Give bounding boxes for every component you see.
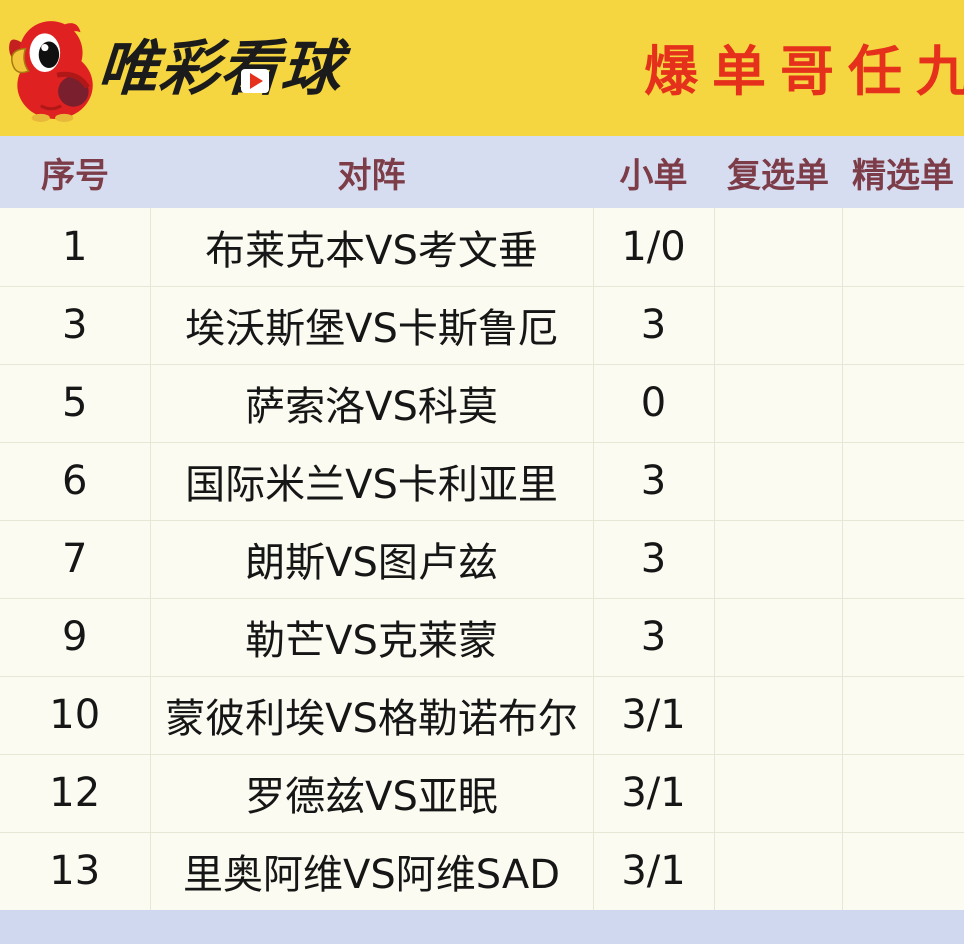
play-icon bbox=[241, 69, 269, 93]
match-cell: 埃沃斯堡VS卡斯鲁厄 bbox=[150, 286, 594, 365]
multi-pick-cell bbox=[714, 598, 843, 677]
table-row: 9 勒芒VS克莱蒙 3 bbox=[0, 598, 964, 677]
small-pick-cell: 3 bbox=[593, 442, 715, 521]
seq-cell: 12 bbox=[0, 754, 151, 833]
multi-pick-cell bbox=[714, 208, 843, 287]
multi-pick-cell bbox=[714, 520, 843, 599]
table-row: 3 埃沃斯堡VS卡斯鲁厄 3 bbox=[0, 286, 964, 365]
seq-cell: 7 bbox=[0, 520, 151, 599]
multi-pick-cell bbox=[714, 286, 843, 365]
parrot-mascot-icon bbox=[6, 16, 100, 122]
table-row: 13 里奥阿维VS阿维SAD 3/1 bbox=[0, 832, 964, 910]
small-pick-cell: 3/1 bbox=[593, 832, 715, 910]
multi-pick-cell bbox=[714, 754, 843, 833]
brand-logo-text: 唯彩看球 bbox=[95, 34, 345, 104]
seq-cell: 3 bbox=[0, 286, 151, 365]
match-cell: 勒芒VS克莱蒙 bbox=[150, 598, 594, 677]
match-cell: 罗德兹VS亚眠 bbox=[150, 754, 594, 833]
column-header-select: 精选单 bbox=[842, 136, 964, 208]
select-pick-cell bbox=[842, 832, 964, 910]
table-header-row: 序号 对阵 小单 复选单 精选单 bbox=[0, 136, 964, 208]
select-pick-cell bbox=[842, 364, 964, 443]
column-header-match: 对阵 bbox=[150, 136, 593, 208]
select-pick-cell bbox=[842, 286, 964, 365]
small-pick-cell: 3 bbox=[593, 598, 715, 677]
table-header: 序号 对阵 小单 复选单 精选单 bbox=[0, 136, 964, 208]
table-row: 5 萨索洛VS科莫 0 bbox=[0, 364, 964, 443]
multi-pick-cell bbox=[714, 832, 843, 910]
table-row: 1 布莱克本VS考文垂 1/0 bbox=[0, 208, 964, 287]
seq-cell: 5 bbox=[0, 364, 151, 443]
column-header-multi: 复选单 bbox=[714, 136, 842, 208]
multi-pick-cell bbox=[714, 364, 843, 443]
match-cell: 朗斯VS图卢兹 bbox=[150, 520, 594, 599]
match-cell: 国际米兰VS卡利亚里 bbox=[150, 442, 594, 521]
table-row: 7 朗斯VS图卢兹 3 bbox=[0, 520, 964, 599]
select-pick-cell bbox=[842, 754, 964, 833]
multi-pick-cell bbox=[714, 676, 843, 755]
column-header-small: 小单 bbox=[593, 136, 714, 208]
seq-cell: 9 bbox=[0, 598, 151, 677]
select-pick-cell bbox=[842, 676, 964, 755]
seq-cell: 10 bbox=[0, 676, 151, 755]
small-pick-cell: 3/1 bbox=[593, 754, 715, 833]
table-row: 10 蒙彼利埃VS格勒诺布尔 3/1 bbox=[0, 676, 964, 755]
select-pick-cell bbox=[842, 208, 964, 287]
picks-table: 序号 对阵 小单 复选单 精选单 1 布莱克本VS考文垂 1/0 3 埃沃斯堡VS卡斯鲁… bbox=[0, 136, 964, 910]
select-pick-cell bbox=[842, 520, 964, 599]
seq-cell: 1 bbox=[0, 208, 151, 287]
match-cell: 布莱克本VS考文垂 bbox=[150, 208, 594, 287]
app-header: 唯彩看球 爆单哥任九 bbox=[0, 0, 964, 136]
match-cell: 里奥阿维VS阿维SAD bbox=[150, 832, 594, 910]
match-cell: 蒙彼利埃VS格勒诺布尔 bbox=[150, 676, 594, 755]
select-pick-cell bbox=[842, 598, 964, 677]
small-pick-cell: 3 bbox=[593, 286, 715, 365]
seq-cell: 6 bbox=[0, 442, 151, 521]
small-pick-cell: 3 bbox=[593, 520, 715, 599]
table-body: 1 布莱克本VS考文垂 1/0 3 埃沃斯堡VS卡斯鲁厄 3 5 萨索洛VS科莫 0 6 国际米兰V… bbox=[0, 208, 964, 910]
small-pick-cell: 1/0 bbox=[593, 208, 715, 287]
promo-title: 爆单哥任九 bbox=[644, 40, 964, 103]
column-header-seq: 序号 bbox=[0, 136, 150, 208]
small-pick-cell: 3/1 bbox=[593, 676, 715, 755]
multi-pick-cell bbox=[714, 442, 843, 521]
select-pick-cell bbox=[842, 442, 964, 521]
deadline-bar: 本期停售时间：2026/4/17 22:00 bbox=[0, 910, 964, 944]
seq-cell: 13 bbox=[0, 832, 151, 910]
small-pick-cell: 0 bbox=[593, 364, 715, 443]
match-cell: 萨索洛VS科莫 bbox=[150, 364, 594, 443]
table-row: 6 国际米兰VS卡利亚里 3 bbox=[0, 442, 964, 521]
table-row: 12 罗德兹VS亚眠 3/1 bbox=[0, 754, 964, 833]
